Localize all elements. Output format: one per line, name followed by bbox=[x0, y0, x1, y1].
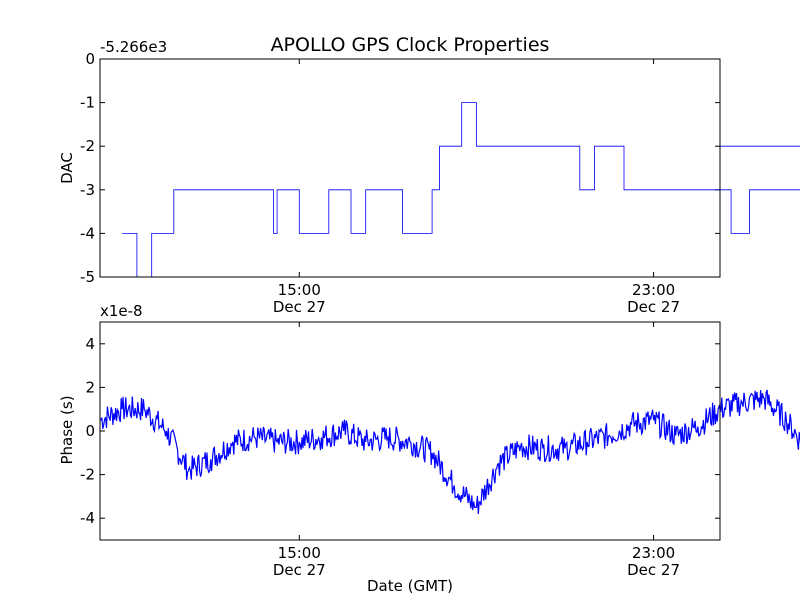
phase-y-tick-label: 0 bbox=[85, 422, 95, 440]
phase-x-tick-date: Dec 27 bbox=[273, 561, 326, 579]
phase-plot-frame bbox=[99, 321, 721, 541]
chart-title: APOLLO GPS Clock Properties bbox=[271, 34, 550, 56]
dac-x-tick-date: Dec 27 bbox=[627, 298, 680, 316]
dac-series-line bbox=[122, 102, 800, 278]
phase-offset-label: x1e-8 bbox=[100, 302, 143, 320]
dac-y-tick-label: -2 bbox=[80, 137, 95, 155]
phase-series-line bbox=[99, 389, 800, 514]
x-axis-label: Date (GMT) bbox=[367, 577, 453, 595]
dac-y-tick-label: -5 bbox=[80, 268, 95, 286]
phase-y-axis-label: Phase (s) bbox=[58, 395, 76, 464]
phase-x-tick-time: 23:00 bbox=[632, 544, 675, 562]
phase-y-tick-label: -2 bbox=[80, 466, 95, 484]
dac-y-tick-label: -4 bbox=[80, 224, 95, 242]
phase-x-tick-date: Dec 27 bbox=[627, 561, 680, 579]
dac-y-tick-label: -1 bbox=[80, 94, 95, 112]
phase-y-tick-label: 2 bbox=[85, 378, 95, 396]
dac-x-tick-time: 23:00 bbox=[632, 281, 675, 299]
dac-x-tick-time: 15:00 bbox=[278, 281, 321, 299]
phase-y-tick-label: 4 bbox=[85, 335, 95, 353]
dac-y-tick-label: -3 bbox=[80, 181, 95, 199]
dac-x-tick-date: Dec 27 bbox=[273, 298, 326, 316]
dac-plot-frame bbox=[99, 58, 721, 278]
phase-y-tick-label: -4 bbox=[80, 509, 95, 527]
dac-series bbox=[122, 102, 800, 278]
phase-series bbox=[99, 389, 800, 514]
phase-x-tick-time: 15:00 bbox=[278, 544, 321, 562]
dac-offset-label: -5.266e3 bbox=[100, 38, 167, 56]
dac-y-axis-label: DAC bbox=[58, 152, 76, 184]
dac-y-tick-label: 0 bbox=[85, 50, 95, 68]
